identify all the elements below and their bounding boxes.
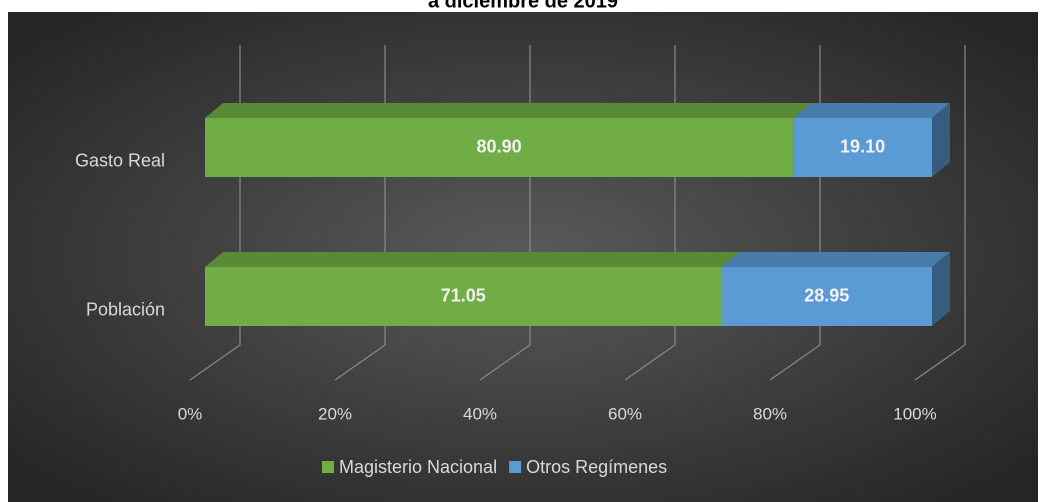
x-tick-label: 80%	[753, 404, 787, 423]
x-tick-label: 60%	[608, 404, 642, 423]
data-label: 28.95	[804, 285, 849, 305]
bar-top	[205, 103, 812, 118]
bar	[721, 267, 932, 326]
legend-label: Otros Regímenes	[526, 457, 667, 477]
bar-side	[932, 252, 950, 326]
data-label: 19.10	[840, 136, 885, 156]
x-tick-label: 100%	[893, 404, 936, 423]
legend-swatch	[509, 461, 522, 473]
legend-label: Magisterio Nacional	[339, 457, 497, 477]
bar-top	[793, 103, 950, 118]
chart-title: a diciembre de 2019	[428, 0, 618, 12]
y-tick-label: Población	[86, 299, 165, 319]
x-tick-label: 40%	[463, 404, 497, 423]
legend-swatch	[322, 461, 334, 473]
grid-line	[914, 45, 966, 381]
x-tick-label: 20%	[318, 404, 352, 423]
bar-top	[721, 252, 950, 267]
bar-top	[205, 252, 740, 267]
bar	[205, 118, 794, 177]
bar	[205, 267, 722, 326]
y-tick-label: Gasto Real	[75, 150, 165, 170]
bar	[793, 118, 932, 177]
bar-side	[932, 103, 950, 177]
data-label: 80.90	[477, 136, 522, 156]
x-tick-label: 0%	[178, 404, 203, 423]
data-label: 71.05	[441, 285, 486, 305]
